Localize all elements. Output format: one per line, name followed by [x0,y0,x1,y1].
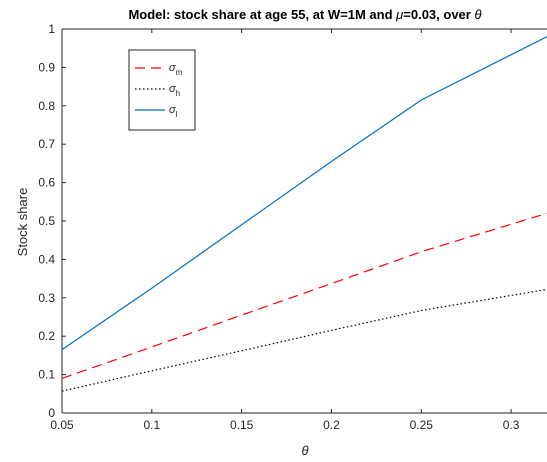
plot-series [61,36,547,392]
title-prefix: Model: stock share at age 55, at W=1M an… [128,7,396,22]
y-tick-label: 1 [48,22,55,36]
series-line-sigma-m [61,212,547,379]
y-tick-label: 0.3 [38,291,55,305]
x-tick-label: 0.05 [50,418,74,432]
legend-label-sigma-h: σh [169,83,180,98]
series-line-sigma-h [61,288,547,392]
x-tick-label: 0.15 [230,418,254,432]
y-tick-label: 0.7 [38,137,55,151]
y-tick-label: 0.2 [38,329,55,343]
title-theta-symbol: θ [474,7,481,22]
plot-axes: 0.05 0.1 0.15 0.2 0.25 0.3 0 0.1 0.2 0.3 0.4 0.5 0.6… [38,22,547,432]
legend-label-sigma-m: σm [169,62,183,77]
legend-label-sigma-l: σl [169,104,178,119]
y-axis-label: Stock share [15,188,30,257]
y-tick-label: 0.8 [38,99,55,113]
title-middle: =0.03, over [403,7,474,22]
chart-title: Model: stock share at age 55, at W=1M an… [128,7,481,22]
title-mu-symbol: μ [395,7,403,22]
series-line-sigma-l [61,36,547,351]
y-tick-label: 0.5 [38,214,55,228]
legend: σm σh σl [128,49,196,131]
y-tick-label: 0.4 [38,252,55,266]
y-tick-label: 0.6 [38,176,55,190]
y-tick-label: 0 [48,406,55,420]
legend-box [128,49,196,131]
x-tick-label: 0.3 [503,418,520,432]
x-tick-label: 0.1 [143,418,160,432]
x-axis-label: θ [301,443,308,458]
y-tick-label: 0.1 [38,368,55,382]
y-tick-label: 0.9 [38,60,55,74]
x-tick-label: 0.25 [410,418,434,432]
x-tick-label: 0.2 [323,418,340,432]
